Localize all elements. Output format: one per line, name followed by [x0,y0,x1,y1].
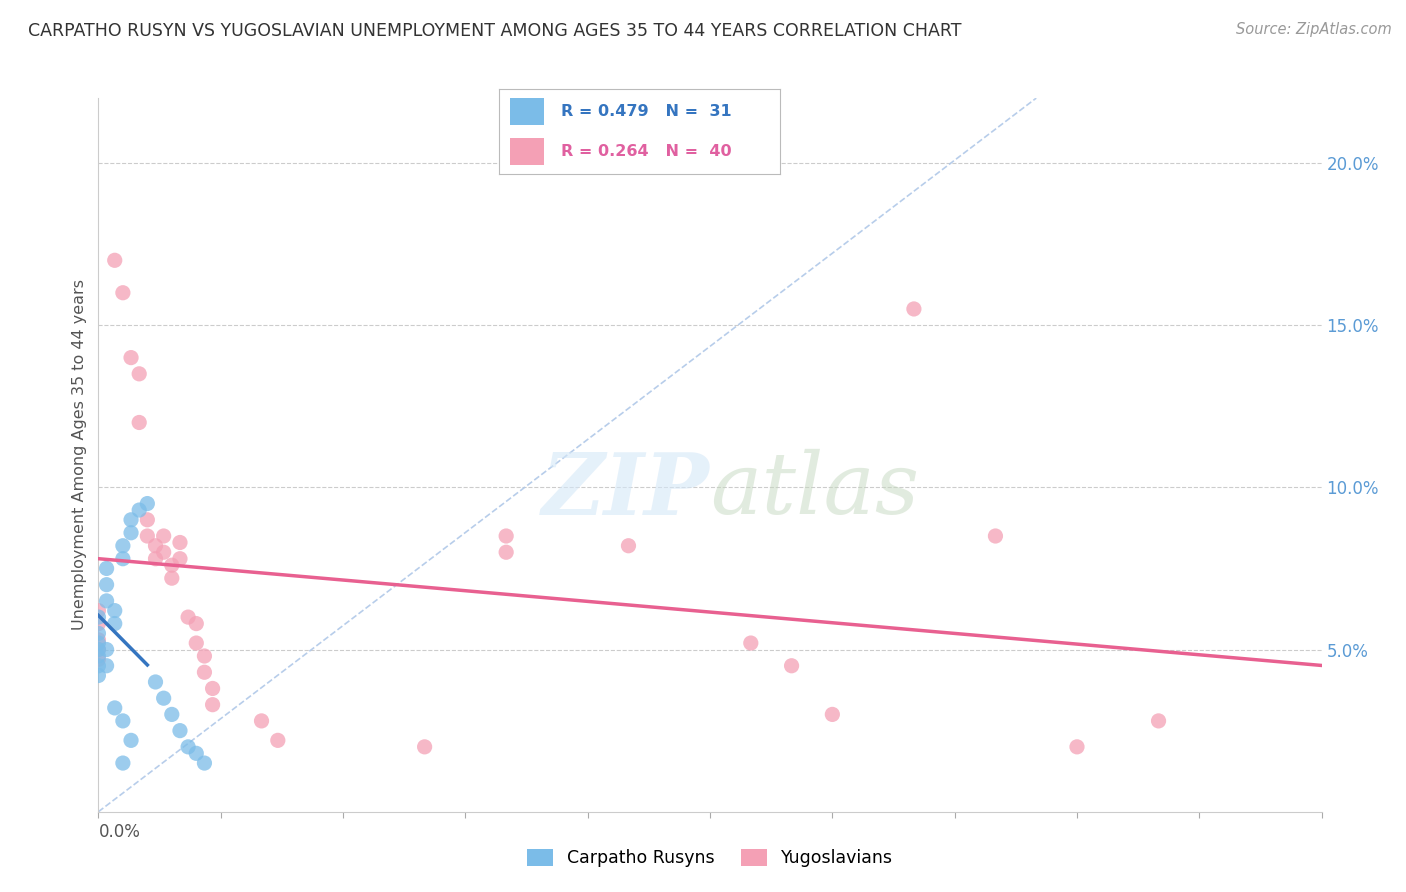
Point [87,642,110,657]
Point [120,525,142,540]
Text: CARPATHO RUSYN VS YUGOSLAVIAN UNEMPLOYMENT AMONG AGES 35 TO 44 YEARS CORRELATION: CARPATHO RUSYN VS YUGOSLAVIAN UNEMPLOYME… [28,22,962,40]
Point [104,253,127,268]
Point [186,636,208,650]
Point [87,658,110,673]
Point [128,416,150,430]
Legend: Carpatho Rusyns, Yugoslavians: Carpatho Rusyns, Yugoslavians [520,842,900,874]
Text: R = 0.264   N =  40: R = 0.264 N = 40 [561,145,731,160]
Point [193,756,215,770]
Point [111,714,134,728]
Point [152,545,174,559]
Point [160,571,183,585]
Point [104,616,127,631]
Point [740,636,762,650]
Point [169,723,191,738]
Point [120,351,142,365]
Point [169,535,191,549]
Point [984,529,1007,543]
Point [128,367,150,381]
Point [111,285,134,300]
Point [111,551,134,566]
Point [87,616,110,631]
Point [152,529,174,543]
Point [104,701,127,715]
Point [193,665,215,680]
Point [87,642,110,657]
Point [903,301,925,316]
Point [128,503,150,517]
Point [1147,714,1170,728]
Point [201,698,224,712]
Point [96,642,118,657]
Point [136,513,159,527]
Point [186,616,208,631]
Point [177,739,200,754]
Point [87,610,110,624]
Bar [510,138,544,165]
Point [96,658,118,673]
Point [152,691,174,706]
Point [177,610,200,624]
Point [87,632,110,647]
Point [169,551,191,566]
Text: R = 0.479   N =  31: R = 0.479 N = 31 [561,103,731,119]
Point [495,545,517,559]
Point [495,529,517,543]
Point [1066,739,1088,754]
Point [160,558,183,573]
Text: Source: ZipAtlas.com: Source: ZipAtlas.com [1236,22,1392,37]
Point [160,707,183,722]
Point [87,636,110,650]
Point [87,626,110,640]
Point [145,539,167,553]
Point [111,756,134,770]
Point [250,714,273,728]
Point [87,648,110,663]
Point [267,733,290,747]
Bar [510,98,544,125]
Point [96,577,118,591]
Point [145,675,167,690]
Point [186,747,208,761]
Text: 0.0%: 0.0% [98,823,141,841]
Text: atlas: atlas [710,450,920,532]
Point [120,513,142,527]
Point [87,604,110,618]
Point [201,681,224,696]
Text: ZIP: ZIP [543,449,710,533]
Point [821,707,844,722]
Y-axis label: Unemployment Among Ages 35 to 44 years: Unemployment Among Ages 35 to 44 years [72,279,87,631]
Point [111,539,134,553]
Point [87,668,110,682]
Point [413,739,436,754]
Point [136,529,159,543]
Point [104,604,127,618]
Point [96,594,118,608]
Point [87,652,110,666]
Point [145,551,167,566]
Point [617,539,640,553]
Point [96,561,118,575]
Point [136,497,159,511]
Point [193,648,215,663]
Point [780,658,803,673]
Point [120,733,142,747]
